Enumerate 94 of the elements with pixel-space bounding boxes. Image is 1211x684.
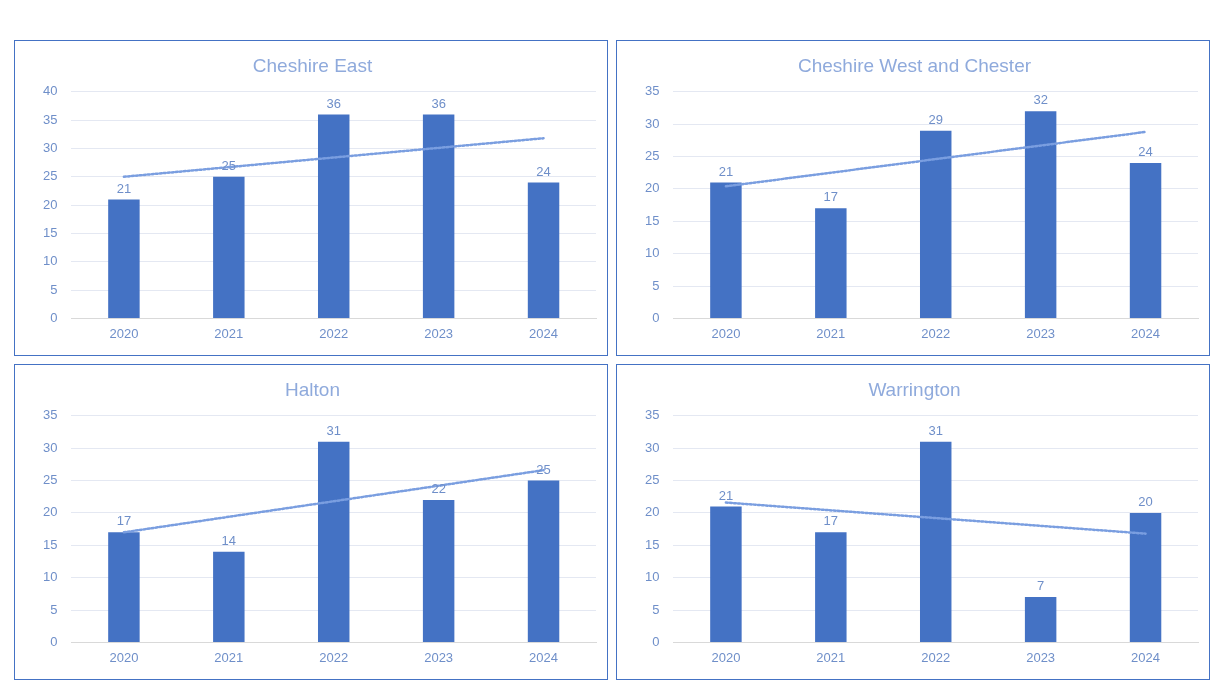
data-label: 20 — [1138, 493, 1153, 509]
data-label: 17 — [116, 513, 132, 529]
data-label: 29 — [928, 111, 943, 127]
data-label: 21 — [116, 180, 132, 196]
y-tick-label: 20 — [644, 504, 660, 520]
data-label: 24 — [1138, 144, 1153, 160]
x-tick-label: 2020 — [109, 325, 139, 341]
bar — [710, 506, 742, 642]
y-tick-label: 30 — [644, 115, 660, 131]
y-tick-label: 35 — [42, 111, 58, 127]
y-tick-label: 30 — [42, 439, 58, 455]
y-tick-label: 20 — [42, 196, 58, 212]
x-tick-label: 2023 — [424, 325, 454, 341]
y-tick-label: 25 — [644, 148, 660, 164]
y-tick-label: 5 — [652, 277, 660, 293]
y-tick-label: 10 — [42, 569, 58, 585]
y-tick-label: 35 — [42, 407, 58, 423]
data-label: 7 — [1037, 578, 1045, 594]
bar — [527, 480, 560, 642]
x-tick-label: 2022 — [921, 649, 951, 665]
x-tick-label: 2024 — [529, 649, 559, 665]
x-tick-label: 2020 — [711, 325, 741, 341]
x-tick-label: 2023 — [1026, 649, 1056, 665]
x-tick-label: 2022 — [921, 325, 951, 341]
data-label: 32 — [1033, 92, 1048, 108]
data-label: 17 — [823, 513, 839, 529]
chart-title: Cheshire West and Chester — [797, 54, 1032, 76]
bar — [317, 114, 350, 318]
x-tick-label: 2024 — [529, 325, 559, 341]
chart-title: Cheshire East — [252, 54, 373, 76]
y-tick-label: 5 — [652, 601, 660, 617]
y-tick-label: 25 — [42, 168, 58, 184]
bar — [815, 208, 847, 318]
x-tick-label: 2021 — [816, 325, 846, 341]
data-label: 24 — [536, 163, 551, 179]
x-tick-label: 2023 — [424, 649, 454, 665]
bar — [422, 499, 455, 642]
bar — [815, 532, 847, 642]
y-tick-label: 5 — [50, 601, 58, 617]
data-label: 31 — [326, 422, 341, 438]
data-label: 31 — [928, 422, 943, 438]
bar — [213, 551, 245, 642]
y-tick-label: 35 — [644, 83, 660, 99]
data-label: 36 — [431, 95, 446, 111]
y-tick-label: 15 — [644, 212, 660, 228]
data-label: 36 — [326, 95, 341, 111]
x-tick-label: 2020 — [109, 649, 139, 665]
bar — [527, 182, 560, 318]
y-tick-label: 10 — [644, 245, 660, 261]
bar — [1129, 512, 1162, 642]
x-tick-label: 2021 — [214, 325, 244, 341]
bar — [919, 130, 952, 318]
chart-title: Warrington — [868, 378, 961, 400]
bar — [1129, 163, 1162, 318]
y-tick-label: 0 — [652, 633, 660, 649]
data-label: 17 — [823, 189, 839, 205]
x-tick-label: 2023 — [1026, 325, 1056, 341]
data-label: 21 — [718, 163, 734, 179]
bar — [108, 532, 140, 642]
y-tick-label: 15 — [644, 536, 660, 552]
y-tick-label: 15 — [42, 536, 58, 552]
data-label: 21 — [718, 487, 734, 503]
x-tick-label: 2024 — [1131, 325, 1161, 341]
bar — [108, 199, 140, 318]
data-label: 14 — [221, 532, 237, 548]
y-tick-label: 25 — [42, 472, 58, 488]
y-tick-label: 25 — [644, 472, 660, 488]
bar — [1024, 597, 1057, 642]
y-tick-label: 0 — [50, 633, 58, 649]
bar — [422, 114, 455, 318]
x-tick-label: 2021 — [816, 649, 846, 665]
y-tick-label: 0 — [50, 309, 58, 325]
bar — [919, 441, 952, 642]
y-tick-label: 10 — [644, 569, 660, 585]
x-tick-label: 2020 — [711, 649, 741, 665]
x-tick-label: 2024 — [1131, 649, 1161, 665]
y-tick-label: 5 — [50, 281, 58, 297]
y-tick-label: 30 — [42, 140, 58, 156]
bar — [1024, 111, 1057, 318]
bar — [710, 182, 742, 318]
bar — [317, 441, 350, 642]
y-tick-label: 15 — [42, 225, 58, 240]
bar — [213, 176, 245, 318]
y-tick-label: 20 — [644, 180, 660, 196]
y-tick-label: 0 — [652, 309, 660, 325]
y-tick-label: 30 — [644, 439, 660, 455]
x-tick-label: 2022 — [319, 325, 349, 341]
y-tick-label: 10 — [42, 253, 58, 269]
y-tick-label: 40 — [42, 83, 58, 99]
y-tick-label: 35 — [644, 407, 660, 423]
chart-title: Halton — [285, 378, 340, 400]
y-tick-label: 20 — [42, 504, 58, 520]
x-tick-label: 2022 — [319, 649, 349, 665]
x-tick-label: 2021 — [214, 649, 244, 665]
